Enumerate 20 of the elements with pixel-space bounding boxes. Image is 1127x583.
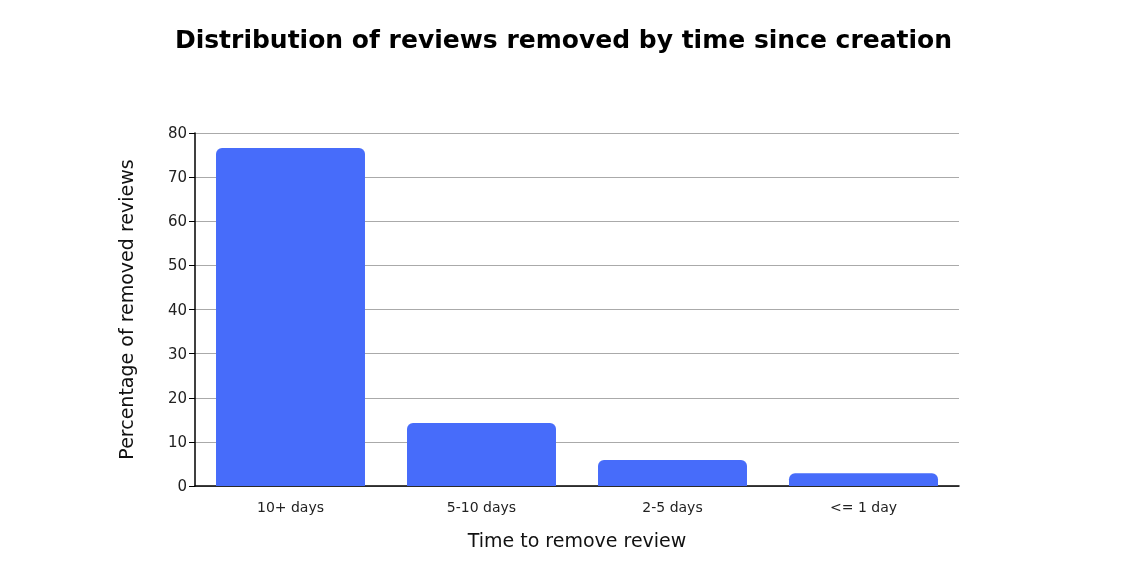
chart-title: Distribution of reviews removed by time since creation — [174, 25, 953, 54]
x-tick-label: 2-5 days — [642, 499, 703, 515]
y-tick-label: 70 — [167, 168, 187, 187]
y-tick-label: 10 — [167, 432, 187, 451]
x-tick-label: 10+ days — [256, 499, 325, 515]
bar — [598, 459, 747, 486]
bar — [216, 148, 365, 486]
y-tick-label: 50 — [167, 256, 187, 275]
bar — [407, 422, 556, 486]
x-axis-title: Time to remove review — [466, 528, 687, 551]
x-tick-label: 5-10 days — [446, 499, 517, 515]
y-tick-label: 0 — [177, 477, 187, 495]
x-tick-label: <= 1 day — [829, 499, 898, 515]
y-tick-label: 20 — [167, 388, 187, 407]
y-tick-label: 80 — [167, 124, 187, 142]
y-axis-title: Percentage of removed reviews — [114, 159, 137, 460]
y-tick-label: 30 — [167, 344, 187, 363]
y-tick-label: 60 — [167, 212, 187, 231]
bar — [789, 473, 938, 486]
y-tick-label: 40 — [167, 300, 187, 319]
